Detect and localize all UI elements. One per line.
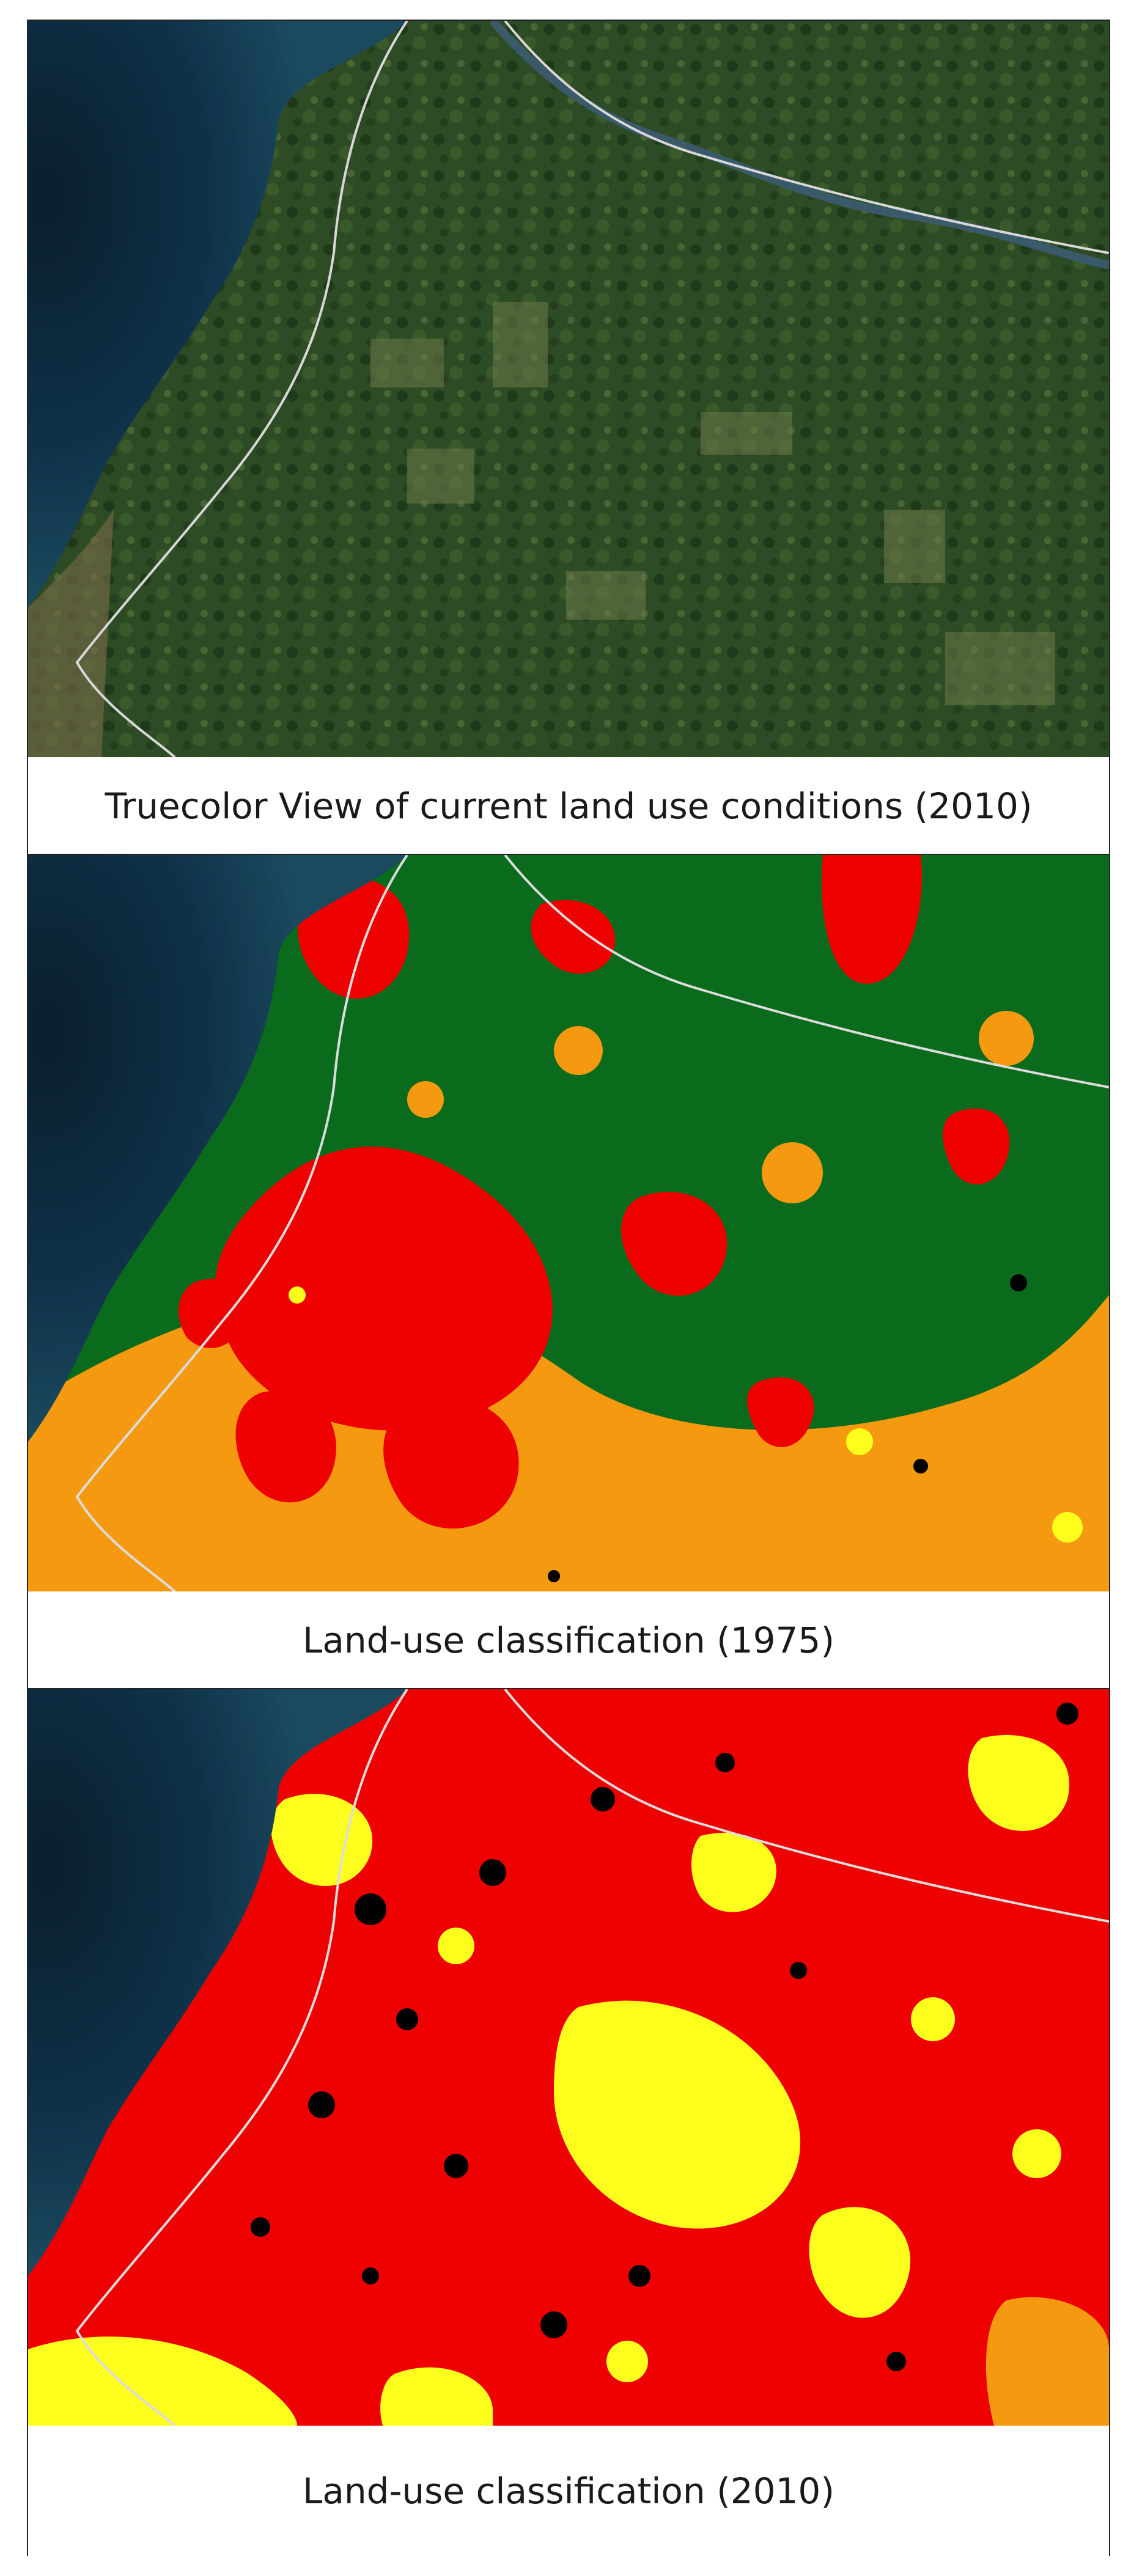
classification-1975-map xyxy=(28,855,1109,1591)
truecolor-map xyxy=(28,21,1109,757)
classification-2010-image xyxy=(28,1689,1109,2426)
figure-frame: Truecolor View of current land use condi… xyxy=(27,20,1110,2556)
classification-2010-map xyxy=(28,1689,1109,2426)
classification-1975-caption: Land-use classification (1975) xyxy=(28,1591,1109,1689)
truecolor-map-image xyxy=(28,21,1109,757)
truecolor-caption: Truecolor View of current land use condi… xyxy=(28,757,1109,855)
classification-1975-image xyxy=(28,855,1109,1591)
classification-2010-caption: Land-use classification (2010) xyxy=(28,2426,1109,2556)
panel-divider xyxy=(28,854,1109,855)
panel-divider xyxy=(28,1688,1109,1689)
